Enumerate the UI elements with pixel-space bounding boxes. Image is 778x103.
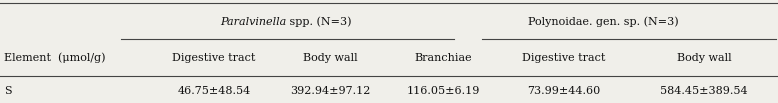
Text: spp. (N=3): spp. (N=3) <box>286 16 352 27</box>
Text: Body wall: Body wall <box>677 53 731 63</box>
Text: Element  (μmol/g): Element (μmol/g) <box>4 52 105 63</box>
Text: 392.94±97.12: 392.94±97.12 <box>290 86 371 96</box>
Text: 46.75±48.54: 46.75±48.54 <box>177 86 251 96</box>
Text: Body wall: Body wall <box>303 53 358 63</box>
Text: 73.99±44.60: 73.99±44.60 <box>527 86 601 96</box>
Text: Polynoidae. gen. sp. (N=3): Polynoidae. gen. sp. (N=3) <box>527 16 678 27</box>
Text: 116.05±6.19: 116.05±6.19 <box>407 86 480 96</box>
Text: 584.45±389.54: 584.45±389.54 <box>661 86 748 96</box>
Text: Paralvinella: Paralvinella <box>220 17 286 27</box>
Text: Digestive tract: Digestive tract <box>522 53 606 63</box>
Text: Digestive tract: Digestive tract <box>172 53 256 63</box>
Text: S: S <box>4 86 12 96</box>
Text: Branchiae: Branchiae <box>415 53 472 63</box>
